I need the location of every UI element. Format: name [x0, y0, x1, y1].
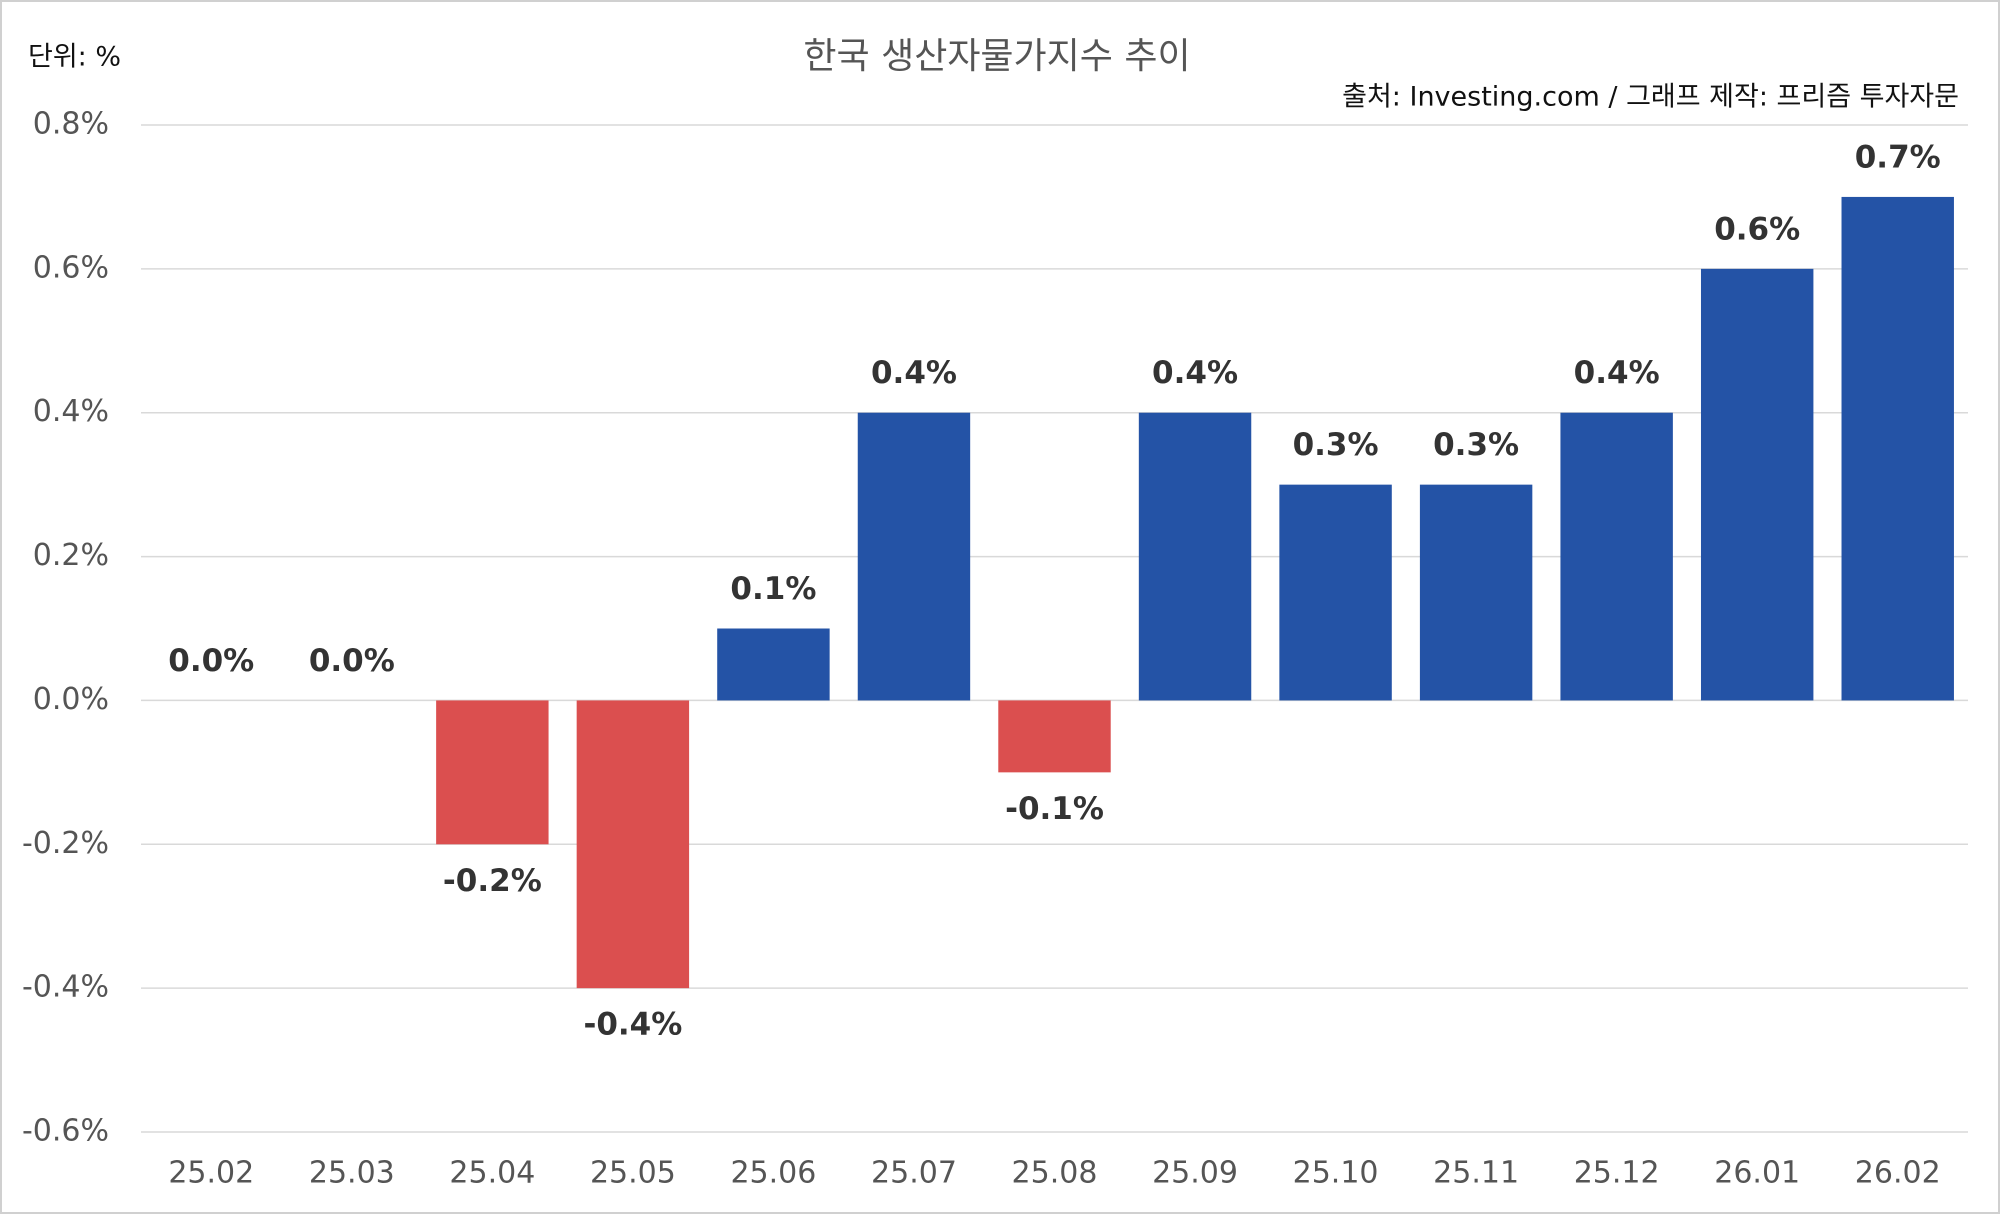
data-label: 0.6% — [1714, 211, 1800, 247]
y-tick-label: 0.2% — [33, 538, 109, 573]
data-label: 0.0% — [309, 643, 395, 679]
data-label: -0.4% — [583, 1007, 682, 1043]
data-label: 0.4% — [1574, 355, 1660, 391]
bar — [1841, 196, 1954, 701]
y-tick-label: 0.0% — [33, 682, 109, 717]
bar — [1560, 412, 1673, 701]
bar — [1700, 268, 1814, 701]
data-label: 0.7% — [1855, 139, 1941, 175]
bar — [998, 700, 1111, 773]
data-label: -0.2% — [443, 863, 542, 899]
y-tick-label: -0.2% — [22, 826, 109, 861]
x-tick-label: 25.11 — [1433, 1156, 1519, 1191]
x-tick-label: 25.10 — [1293, 1156, 1379, 1191]
unit-label: 단위: % — [28, 42, 121, 73]
y-tick-label: 0.4% — [33, 394, 109, 429]
bar — [717, 628, 830, 701]
bar — [1138, 412, 1252, 701]
x-tick-label: 25.02 — [168, 1156, 254, 1191]
bar — [436, 700, 549, 845]
data-label: 0.3% — [1433, 427, 1519, 463]
y-tick-label: 0.6% — [33, 250, 109, 285]
data-label: 0.0% — [168, 643, 254, 679]
x-tick-label: 25.04 — [449, 1156, 535, 1191]
x-tick-label: 25.12 — [1574, 1156, 1660, 1191]
x-tick-label: 25.09 — [1152, 1156, 1238, 1191]
data-label: 0.1% — [730, 571, 816, 607]
x-tick-label: 25.08 — [1012, 1156, 1098, 1191]
chart-title: 한국 생산자물가지수 추이 — [803, 36, 1190, 77]
x-tick-label: 25.06 — [730, 1156, 816, 1191]
x-tick-label: 25.03 — [309, 1156, 395, 1191]
x-tick-label: 25.05 — [590, 1156, 676, 1191]
data-label: 0.3% — [1293, 427, 1379, 463]
bar — [857, 412, 971, 701]
y-tick-label: -0.4% — [22, 970, 109, 1005]
y-tick-label: -0.6% — [22, 1114, 109, 1149]
data-label: 0.4% — [871, 355, 957, 391]
x-tick-label: 26.02 — [1855, 1156, 1941, 1191]
bar — [576, 700, 690, 989]
bar — [1279, 484, 1392, 701]
source-note: 출처: Investing.com / 그래프 제작: 프리즘 투자자문 — [1342, 82, 1959, 113]
data-label: 0.4% — [1152, 355, 1238, 391]
bar — [1419, 484, 1533, 701]
x-tick-label: 26.01 — [1714, 1156, 1800, 1191]
x-tick-label: 25.07 — [871, 1156, 957, 1191]
y-tick-label: 0.8% — [33, 107, 109, 142]
data-label: -0.1% — [1005, 791, 1104, 827]
